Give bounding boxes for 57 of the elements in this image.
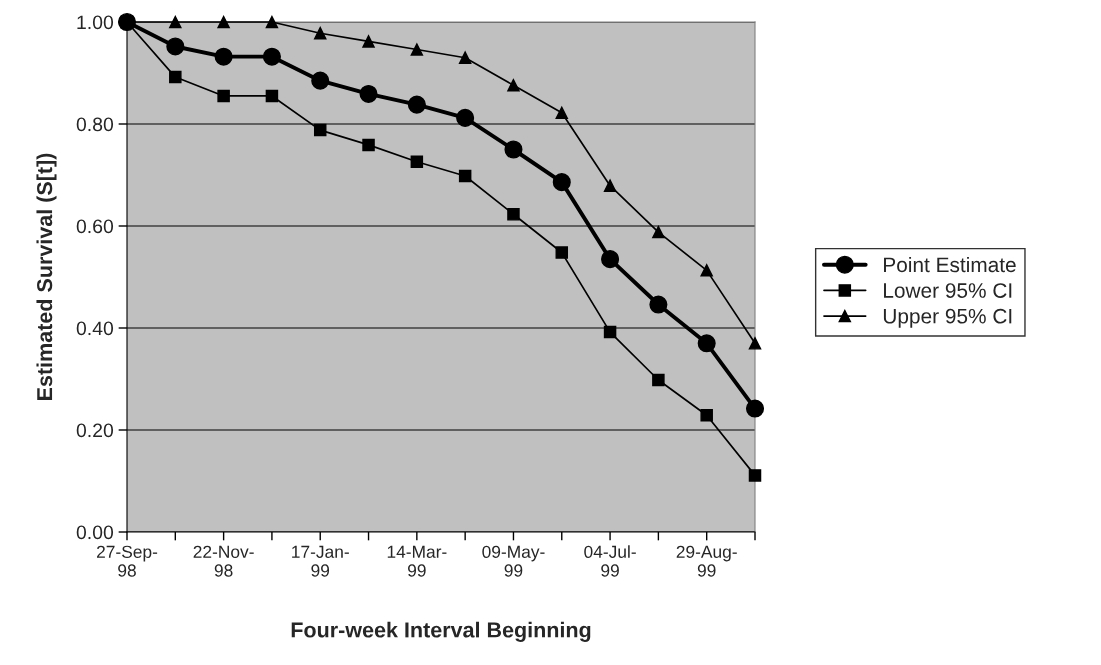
point <box>745 399 765 418</box>
x-tick-label: 27-Sep-98 <box>96 545 158 577</box>
point <box>217 89 230 103</box>
point <box>748 469 762 482</box>
point <box>458 51 472 64</box>
point <box>697 334 716 353</box>
point <box>313 123 327 137</box>
point <box>262 47 281 66</box>
point <box>649 295 668 314</box>
point <box>311 71 330 90</box>
point <box>507 208 520 221</box>
point <box>652 225 665 239</box>
point <box>169 15 182 29</box>
y-tick-label: 0.60 <box>76 219 114 234</box>
point <box>507 78 520 92</box>
legend-label: Lower 95% CI <box>884 283 1012 298</box>
point <box>214 47 233 66</box>
point <box>217 15 230 29</box>
x-tick-label: 29-Aug-99 <box>676 545 737 577</box>
y-tick-label: 0.80 <box>76 117 114 132</box>
point <box>410 43 424 56</box>
point <box>313 26 327 40</box>
x-tick-label: 17-Jan-99 <box>292 545 349 577</box>
legend-label: Point Estimate <box>884 256 1016 273</box>
x-axis-title: Four-week Interval Beginning <box>291 621 591 642</box>
point <box>555 106 569 120</box>
point <box>456 108 475 127</box>
point <box>359 84 378 103</box>
y-tick-label: 0.20 <box>76 423 114 438</box>
x-tick-label: 04-Jul-99 <box>584 545 636 577</box>
x-tick-label: 22-Nov-98 <box>193 545 254 577</box>
x-tick-label: 14-Mar-99 <box>387 545 447 577</box>
y-axis-title: Estimated Survival (S[t]) <box>36 153 57 400</box>
point <box>652 373 665 387</box>
point <box>407 95 426 114</box>
point <box>169 70 182 84</box>
point <box>601 250 620 269</box>
point <box>700 264 713 277</box>
y-tick-label: 0.40 <box>76 321 114 336</box>
point <box>166 37 185 56</box>
point <box>748 337 762 350</box>
point <box>603 325 617 339</box>
y-tick-label: 1.00 <box>77 15 114 30</box>
point <box>504 140 523 159</box>
legend-label: Upper 95% CI <box>883 308 1012 328</box>
x-tick-label: 09-May-99 <box>482 545 545 577</box>
point <box>362 35 375 48</box>
point <box>265 15 279 29</box>
point <box>555 246 569 259</box>
point <box>458 169 472 183</box>
point <box>603 179 617 192</box>
point <box>552 173 571 192</box>
point <box>700 408 713 422</box>
point <box>410 155 424 168</box>
point <box>265 89 279 103</box>
y-tick-label: 0.00 <box>76 525 114 540</box>
point <box>362 138 375 152</box>
